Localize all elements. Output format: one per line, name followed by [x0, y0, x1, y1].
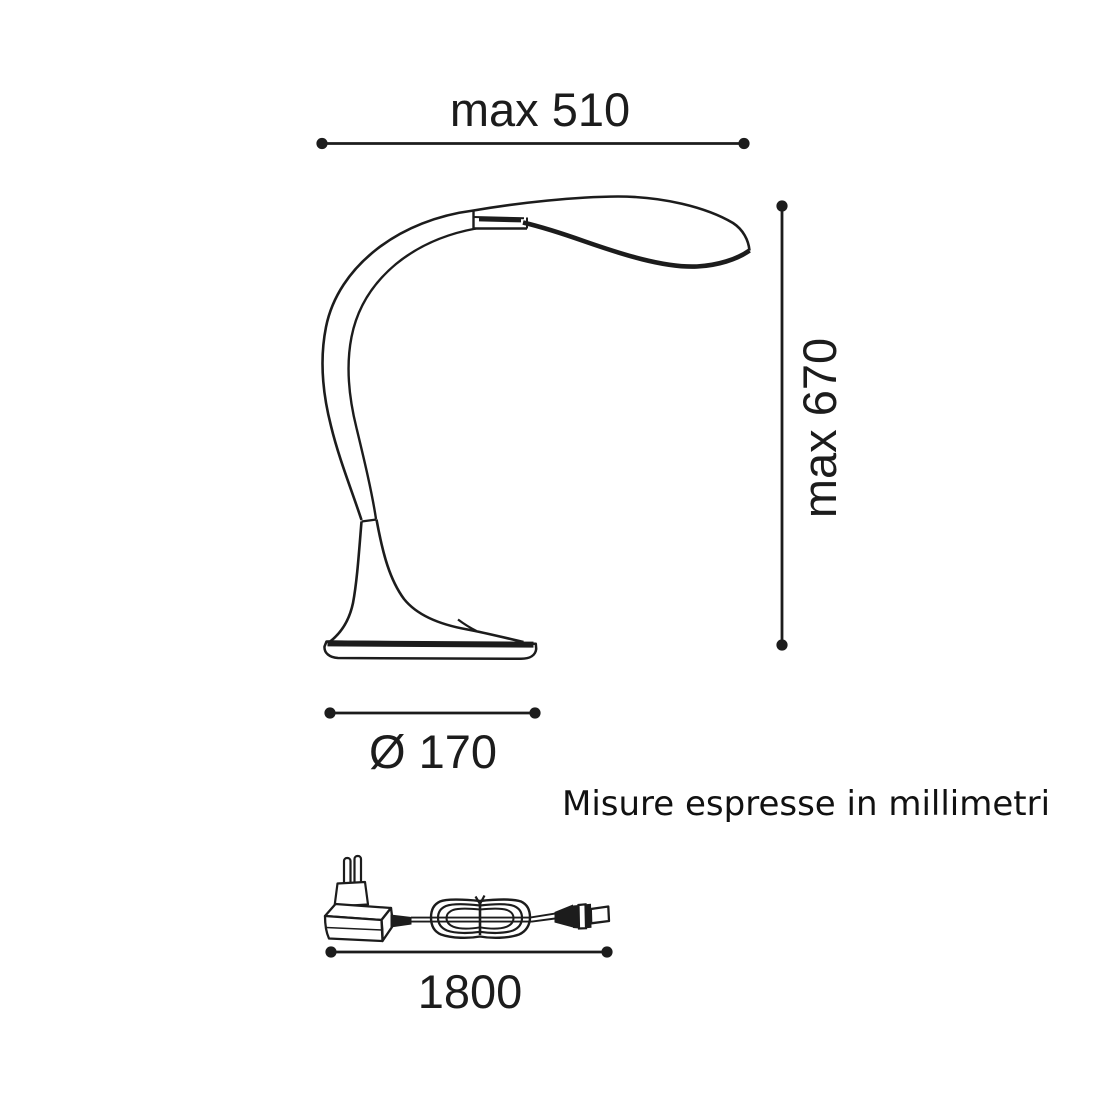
- lamp-head-top-edge: [473, 195, 751, 251]
- lamp-stem-base-seam: [457, 618, 477, 632]
- dc-connector-band: [577, 903, 588, 930]
- lamp-base-top-stripe: [327, 640, 534, 648]
- lamp-stem-flare-edge: [375, 519, 524, 644]
- height-dimension-dot-top: [776, 200, 788, 212]
- power-adapter-drawing: [323, 854, 611, 943]
- cable-length-label: 1800: [418, 965, 523, 1018]
- cable-line-lower: [411, 917, 556, 923]
- coiled-cable: [429, 894, 532, 940]
- cable-line-upper: [411, 912, 556, 919]
- width-dimension-label: max 510: [450, 83, 630, 136]
- joint-upper-line: [473, 216, 525, 220]
- height-dimension: max 670: [776, 200, 846, 651]
- lamp-neck-inner-edge: [347, 227, 477, 520]
- height-dimension-dot-bottom: [776, 639, 788, 651]
- cable-length-dimension: 1800: [325, 946, 613, 1018]
- lamp-head-joint: [472, 209, 528, 230]
- dc-connector-tip: [589, 905, 611, 925]
- width-dimension: max 510: [316, 83, 750, 150]
- lamp-drawing: [321, 195, 751, 661]
- adapter-strain-relief: [390, 914, 412, 928]
- units-note: Misure espresse in millimetri: [562, 784, 1050, 824]
- dc-connector-barrel-rear: [573, 905, 579, 929]
- cable-dimension-dot-right: [601, 946, 613, 958]
- base-dimension-dot-left: [324, 707, 336, 719]
- base-dimension-dot-right: [529, 707, 541, 719]
- coil-tie-knot: [474, 894, 486, 905]
- dc-connector-boot: [554, 904, 573, 928]
- lamp-stem-left-edge: [328, 521, 363, 644]
- base-diameter-dimension: Ø 170: [324, 707, 541, 778]
- base-diameter-label: Ø 170: [369, 725, 497, 778]
- plug-head: [333, 880, 370, 908]
- lamp-neck-outer-edge: [321, 209, 474, 521]
- width-dimension-dot-left: [316, 137, 328, 150]
- joint-shadow-line: [478, 217, 522, 223]
- lamp-neck-joint-line: [361, 518, 377, 523]
- cable-dimension-dot-left: [325, 946, 337, 958]
- lamp-head-bottom-edge: [522, 220, 751, 269]
- height-dimension-label: max 670: [793, 338, 846, 518]
- coil-loop-outer: [429, 898, 532, 940]
- adapter-body-seam: [325, 926, 383, 931]
- dc-connector: [554, 903, 611, 930]
- width-dimension-dot-right: [738, 137, 750, 150]
